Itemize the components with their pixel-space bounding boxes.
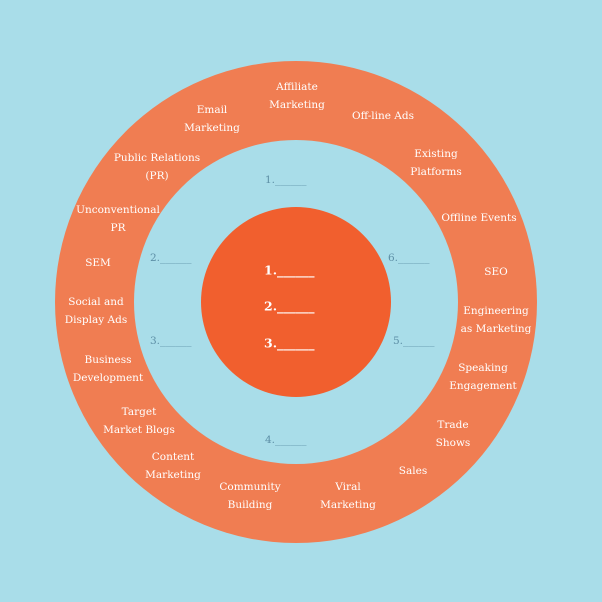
center-item-3: 3.______ [264, 335, 315, 351]
blank-6: 6.______ [388, 252, 430, 264]
channel-speaking-engagement: Speaking Engagement [449, 362, 517, 392]
center-item-2: 2.______ [264, 298, 315, 314]
channel-seo: SEO [484, 266, 508, 278]
blank-5: 5.______ [393, 335, 435, 347]
channel-offline-events: Offline Events [441, 212, 517, 224]
channel-viral-marketing: Viral Marketing [320, 481, 376, 511]
channel-sem: SEM [85, 257, 111, 269]
channel-target-market-blogs: Target Market Blogs [103, 406, 175, 436]
channel-social-and-display-ads: Social and Display Ads [64, 296, 128, 326]
blank-4: 4.______ [265, 434, 307, 446]
blank-3: 3.______ [150, 335, 192, 347]
channel-sales: Sales [398, 465, 428, 477]
blank-1: 1.______ [265, 174, 307, 186]
channel-engineering-as-marketing: Engineering as Marketing [460, 305, 532, 335]
channel-public-relations: Public Relations (PR) [113, 152, 201, 182]
channel-content-marketing: Content Marketing [145, 451, 201, 481]
channel-email-marketing: Email Marketing [184, 104, 240, 134]
channel-existing-platforms: Existing Platforms [410, 148, 462, 178]
channel-unconventional-pr: Unconventional PR [76, 204, 160, 234]
channel-off-line-ads: Off-line Ads [352, 110, 414, 122]
channel-affiliate-marketing: Affiliate Marketing [269, 81, 325, 111]
center-circle [201, 207, 391, 397]
channel-community-building: Community Building [219, 481, 281, 511]
channel-business-development: Business Development [72, 354, 144, 384]
blank-2: 2.______ [150, 252, 192, 264]
center-item-1: 1.______ [264, 262, 315, 278]
channel-trade-shows: Trade Shows [435, 419, 471, 449]
